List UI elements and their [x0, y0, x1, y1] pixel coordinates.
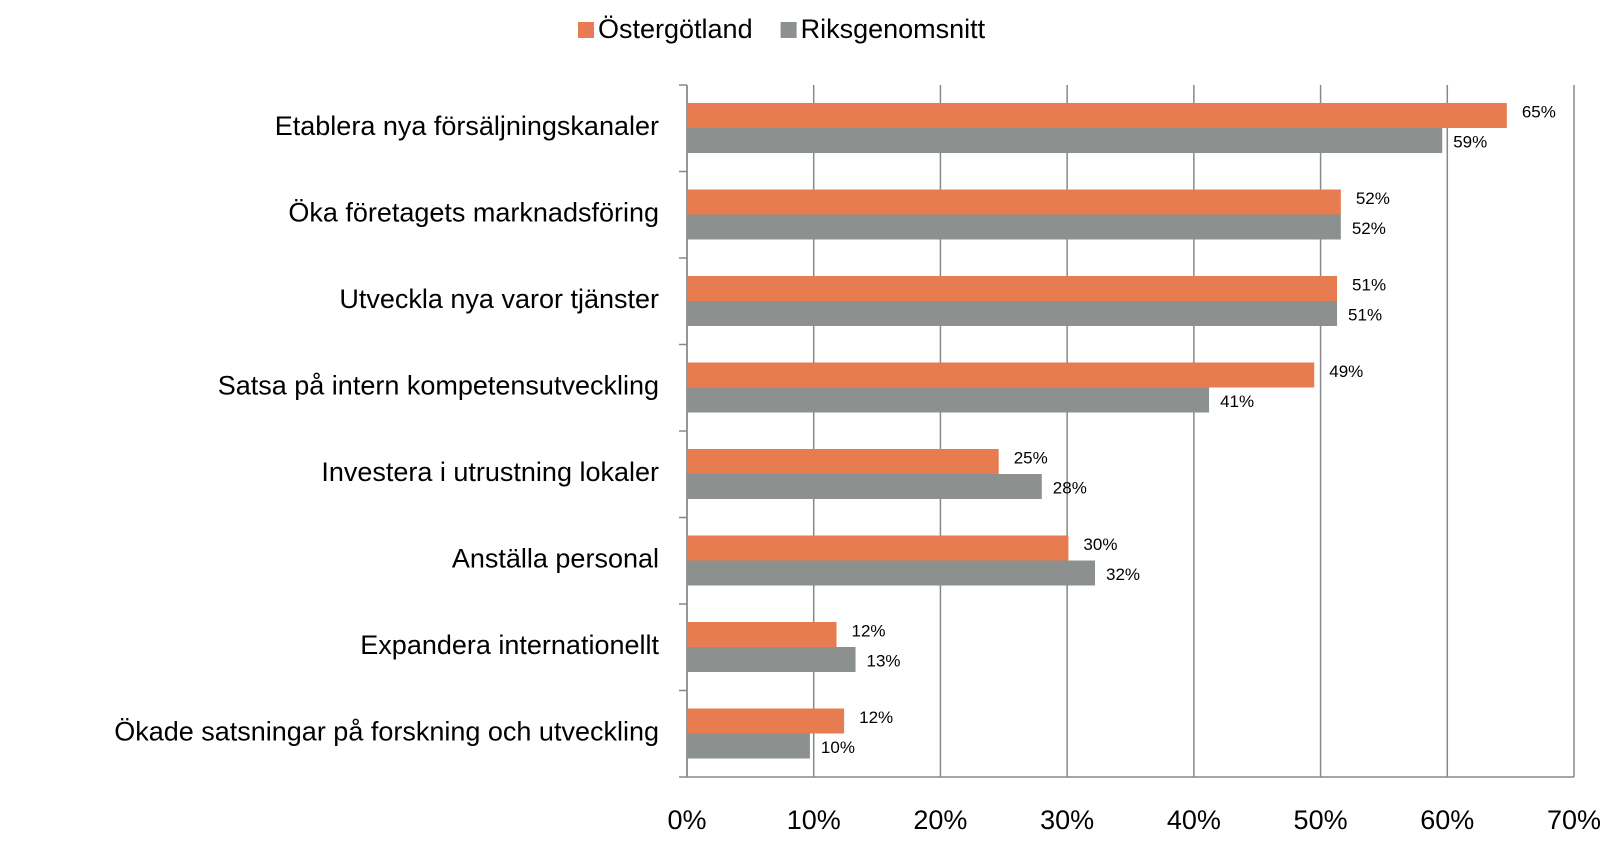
y-tick-label: Investera i utrustning lokaler: [321, 457, 659, 487]
bar: [687, 474, 1042, 499]
data-label: 12%: [852, 621, 886, 640]
x-tick-label: 20%: [913, 805, 967, 835]
x-tick-label: 50%: [1294, 805, 1348, 835]
y-tick-label: Öka företagets marknadsföring: [288, 198, 659, 228]
data-label: 13%: [867, 651, 901, 670]
data-label: 51%: [1348, 305, 1382, 324]
bar: [687, 622, 837, 647]
data-label: 49%: [1329, 362, 1363, 381]
y-tick-label: Anställa personal: [452, 544, 659, 574]
y-tick-label: Utveckla nya varor tjänster: [339, 284, 659, 314]
data-label: 59%: [1453, 132, 1487, 151]
bar: [687, 560, 1096, 586]
data-label: 25%: [1014, 448, 1048, 467]
data-label: 52%: [1356, 189, 1390, 208]
bar: [687, 214, 1341, 240]
bar: [687, 128, 1443, 153]
y-tick-label: Satsa på intern kompetensutveckling: [218, 371, 659, 401]
bar: [687, 362, 1315, 388]
bar: [687, 189, 1341, 215]
bar: [687, 535, 1069, 561]
x-tick-label: 60%: [1420, 805, 1474, 835]
bar: [687, 103, 1507, 128]
data-label: 51%: [1352, 275, 1386, 294]
data-label: 12%: [859, 708, 893, 727]
x-tick-label: 0%: [667, 805, 706, 835]
bar: [687, 733, 810, 759]
data-label: 10%: [821, 738, 855, 757]
x-tick-label: 30%: [1040, 805, 1094, 835]
legend-swatch: [578, 22, 594, 38]
y-tick-label: Ökade satsningar på forskning och utveck…: [114, 717, 659, 747]
legend-label: Östergötland: [598, 14, 753, 44]
bar: [687, 387, 1210, 413]
data-label: 41%: [1220, 392, 1254, 411]
legend-swatch: [780, 22, 797, 38]
y-tick-label: Expandera internationellt: [360, 630, 659, 660]
bar: [687, 276, 1338, 301]
bar: [687, 449, 999, 474]
bar: [687, 708, 845, 734]
x-tick-label: 40%: [1167, 805, 1221, 835]
y-tick-label: Etablera nya försäljningskanaler: [275, 111, 659, 141]
legend-label: Riksgenomsnitt: [801, 14, 986, 44]
data-label: 28%: [1053, 478, 1087, 497]
data-label: 65%: [1522, 102, 1556, 121]
x-tick-label: 10%: [787, 805, 841, 835]
bar: [687, 301, 1338, 326]
data-label: 30%: [1083, 535, 1117, 554]
x-tick-label: 70%: [1547, 805, 1601, 835]
data-label: 52%: [1352, 219, 1386, 238]
data-label: 32%: [1106, 565, 1140, 584]
bar: [687, 647, 856, 672]
